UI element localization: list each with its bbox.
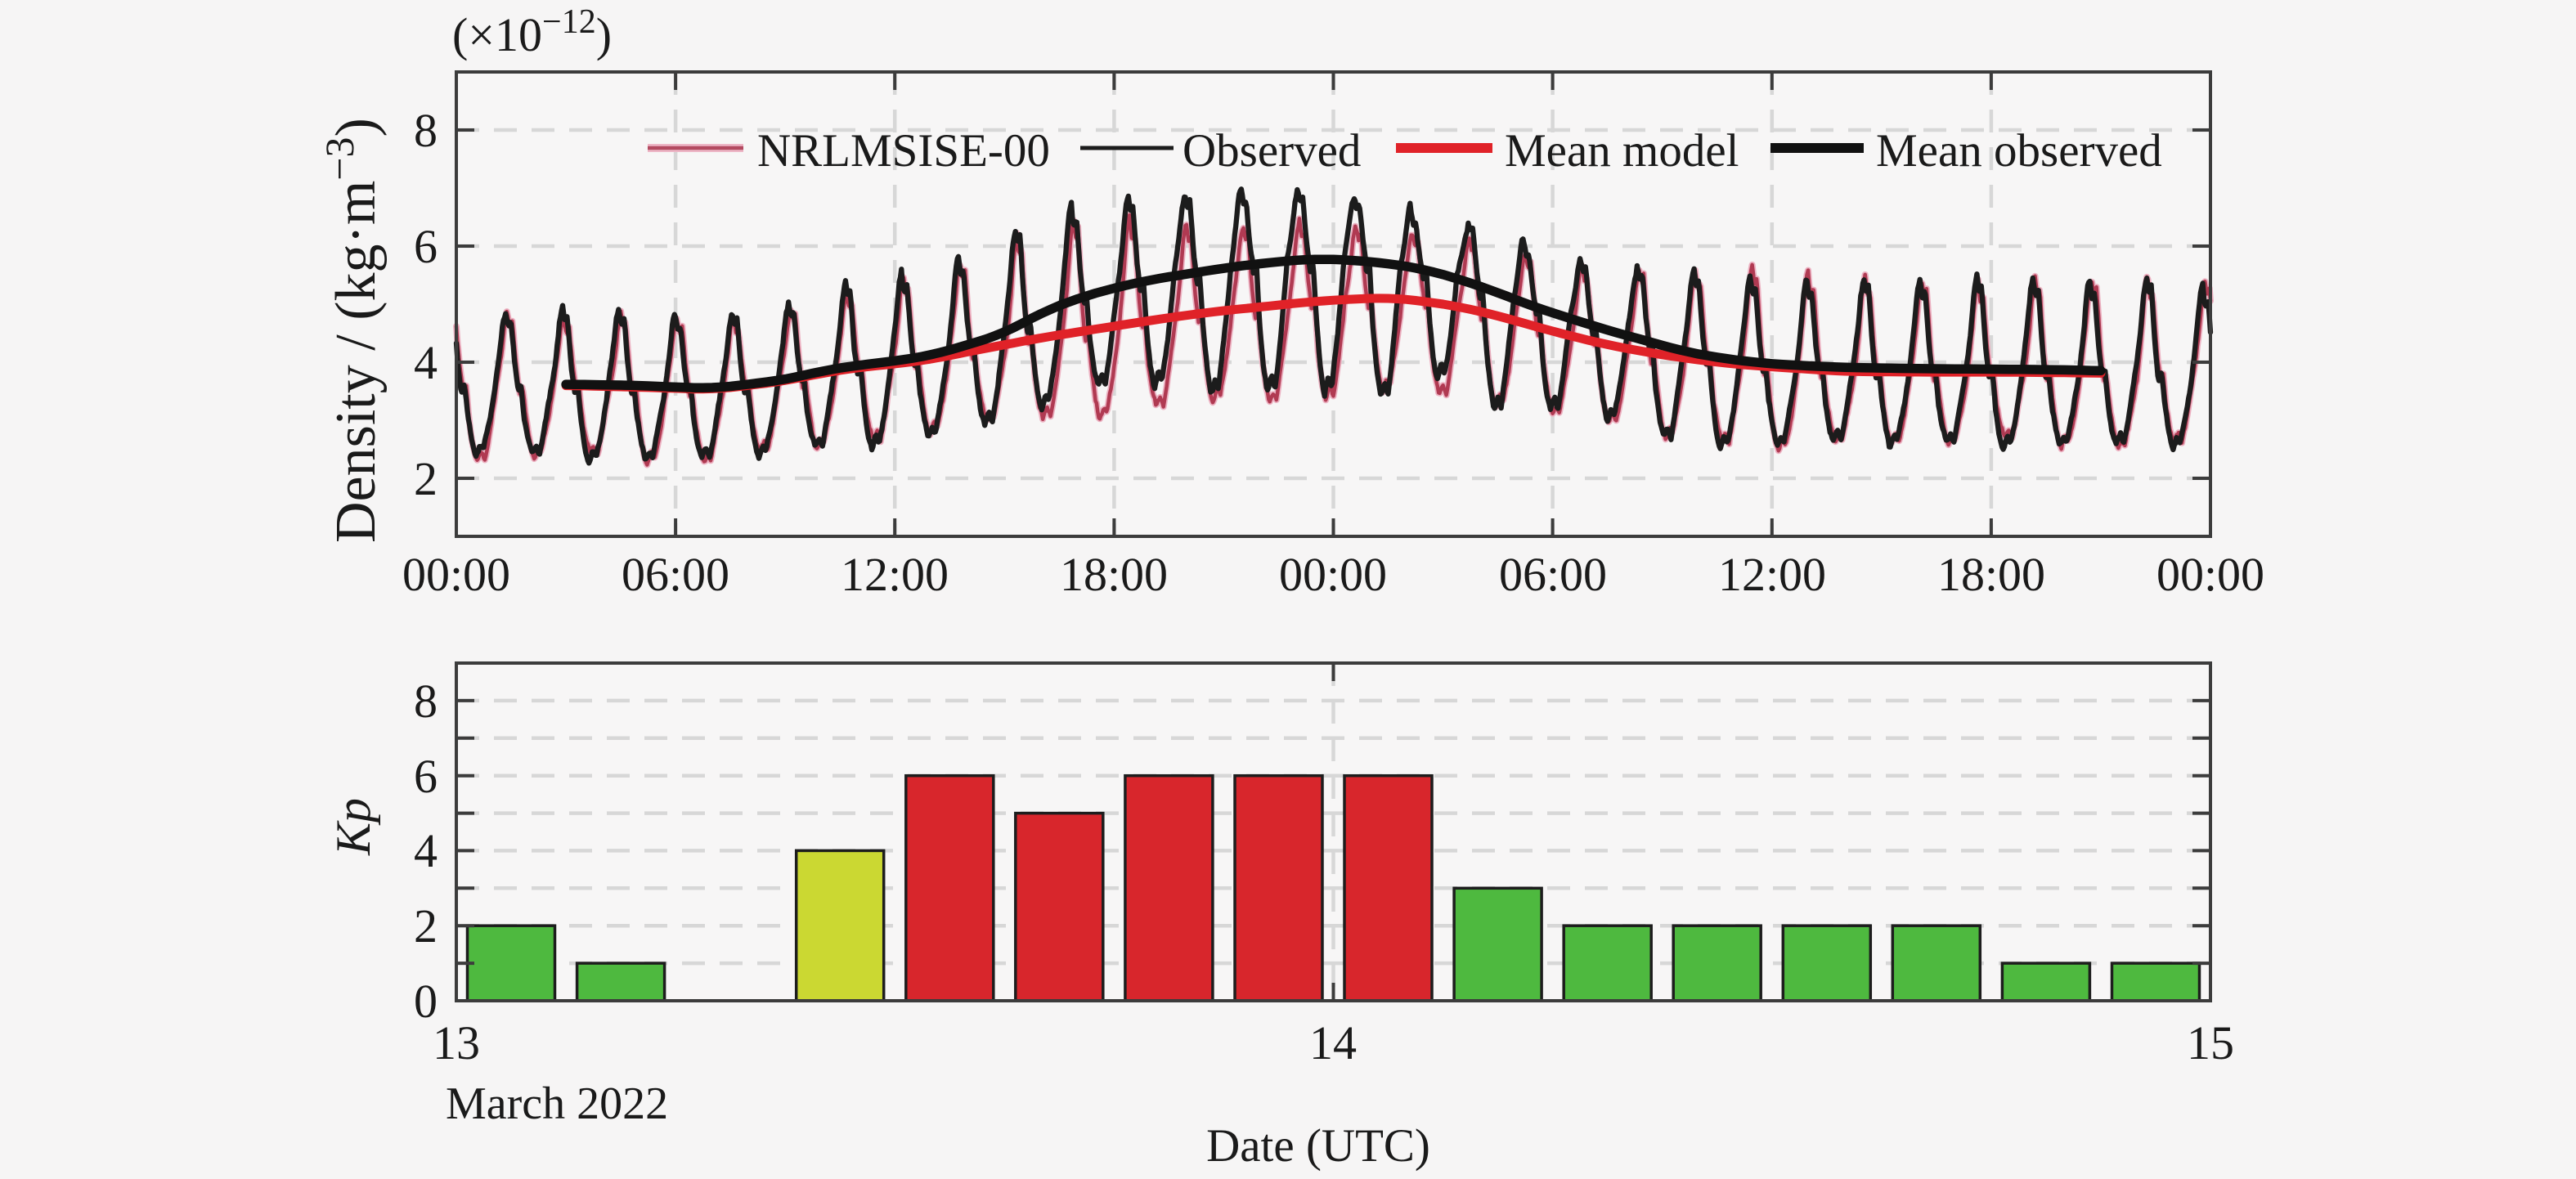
svg-text:06:00: 06:00	[1499, 548, 1607, 601]
svg-text:14: 14	[1309, 1016, 1357, 1069]
svg-text:2: 2	[414, 452, 438, 505]
svg-text:Mean model: Mean model	[1505, 125, 1739, 177]
svg-text:6: 6	[414, 220, 438, 273]
svg-text:4: 4	[414, 336, 438, 389]
svg-text:15: 15	[2187, 1016, 2234, 1069]
svg-text:6: 6	[414, 750, 438, 803]
svg-text:18:00: 18:00	[1937, 548, 2045, 601]
svg-text:4: 4	[414, 824, 438, 877]
svg-text:06:00: 06:00	[622, 548, 729, 601]
svg-text:Observed: Observed	[1183, 125, 1361, 177]
svg-text:12:00: 12:00	[841, 548, 949, 601]
svg-text:12:00: 12:00	[1718, 548, 1826, 601]
svg-text:0: 0	[414, 975, 438, 1028]
svg-text:Date (UTC): Date (UTC)	[1206, 1120, 1430, 1172]
svg-text:13: 13	[433, 1016, 480, 1069]
svg-text:00:00: 00:00	[2156, 548, 2264, 601]
svg-text:00:00: 00:00	[402, 548, 510, 601]
svg-text:8: 8	[414, 104, 438, 157]
svg-text:March 2022: March 2022	[446, 1078, 668, 1129]
svg-text:8: 8	[414, 675, 438, 728]
svg-text:18:00: 18:00	[1060, 548, 1168, 601]
svg-text:Kp: Kp	[326, 798, 380, 856]
svg-text:Mean observed: Mean observed	[1876, 125, 2162, 177]
svg-text:NRLMSISE-00: NRLMSISE-00	[757, 125, 1050, 177]
svg-text:00:00: 00:00	[1279, 548, 1387, 601]
svg-text:2: 2	[414, 899, 438, 953]
svg-text:Density / (kg·m−3): Density / (kg·m−3)	[316, 118, 388, 543]
